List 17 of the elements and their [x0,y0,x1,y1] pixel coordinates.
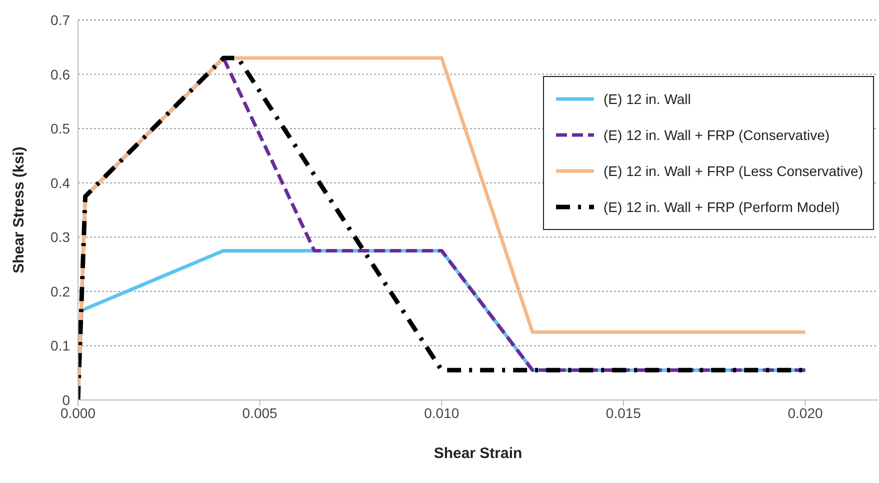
legend-label: (E) 12 in. Wall + FRP (Conservative) [604,127,830,143]
y-tick-label: 0.1 [50,338,70,354]
x-tick-label: 0.015 [606,404,642,421]
legend-label: (E) 12 in. Wall [604,91,691,107]
y-tick-label: 0.5 [50,120,70,137]
legend-label: (E) 12 in. Wall + FRP (Perform Model) [604,199,840,215]
y-tick-label: 0.2 [50,283,70,300]
x-tick-label: 0.005 [242,404,278,421]
y-tick-label: 0.3 [50,229,70,246]
x-tick-label: 0.010 [424,404,460,421]
y-tick-label: 0.4 [50,174,70,191]
y-axis-title: Shear Stress (ksi) [10,146,28,274]
y-tick-label: 0.7 [50,12,70,28]
x-axis-title: Shear Strain [434,445,522,462]
x-tick-label: 0.020 [788,404,823,421]
legend-label: (E) 12 in. Wall + FRP (Less Conservative) [604,163,863,179]
y-tick-label: 0.6 [50,66,70,82]
